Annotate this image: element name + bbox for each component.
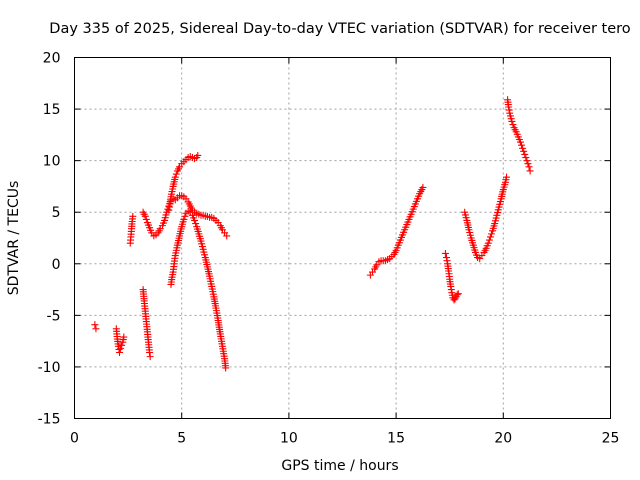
y-tick-label: -15 [38, 412, 61, 428]
data-point [526, 167, 534, 175]
data-point [485, 236, 493, 244]
data-point [141, 212, 149, 220]
data-point [171, 173, 179, 181]
data-point [91, 321, 99, 329]
y-tick-label: 0 [52, 257, 61, 273]
data-point [523, 157, 531, 165]
y-tick-label: 5 [52, 205, 61, 221]
data-point [521, 150, 529, 158]
data-point [120, 333, 128, 341]
grid-lines [74, 57, 611, 419]
y-axis-label: SDTVAR / TECUs [6, 181, 22, 296]
data-point [486, 233, 494, 241]
data-point [520, 147, 528, 155]
data-point [522, 154, 530, 162]
data-point [524, 160, 532, 168]
data-point [129, 212, 137, 220]
y-tick-label: 10 [43, 154, 61, 170]
data-point [116, 348, 124, 356]
data-point [117, 344, 125, 352]
y-tick-label: 15 [43, 102, 61, 118]
data-point [181, 212, 189, 220]
x-tick-label: 10 [280, 431, 298, 447]
data-point [194, 151, 202, 159]
data-point [146, 348, 154, 356]
data-point [142, 215, 150, 223]
x-tick-labels: 0 5 10 15 20 25 [70, 431, 619, 447]
y-tick-labels: -15 -10 -5 0 5 10 15 20 [38, 51, 61, 428]
y-tick-label: -5 [47, 308, 61, 324]
data-point [525, 163, 533, 171]
plot-frame [74, 57, 611, 419]
data-points [91, 96, 534, 372]
y-tick-label: 20 [43, 51, 61, 67]
x-axis-label: GPS time / hours [281, 458, 398, 474]
data-point [222, 364, 230, 372]
data-point [508, 117, 516, 125]
x-tick-label: 0 [70, 431, 79, 447]
x-tick-label: 25 [602, 431, 620, 447]
chart-title: Day 335 of 2025, Sidereal Day-to-day VTE… [49, 21, 631, 37]
data-point [118, 341, 126, 349]
x-tick-label: 20 [494, 431, 512, 447]
data-point [92, 325, 100, 333]
data-point [484, 239, 492, 247]
data-point [488, 230, 496, 238]
y-tick-label: -10 [38, 360, 61, 376]
data-point [441, 249, 449, 257]
data-point [191, 216, 199, 224]
data-point [518, 141, 526, 149]
data-point [146, 353, 154, 361]
data-point [519, 144, 527, 152]
x-tick-label: 15 [387, 431, 405, 447]
data-point [503, 173, 511, 181]
data-point [419, 183, 427, 191]
data-point [223, 232, 231, 240]
data-point [453, 291, 461, 299]
axis-ticks [74, 57, 611, 419]
x-tick-label: 5 [177, 431, 186, 447]
data-point [454, 290, 462, 298]
data-point [172, 170, 180, 178]
data-point [192, 220, 200, 228]
data-point [516, 138, 524, 146]
data-point [180, 215, 188, 223]
data-point [509, 121, 517, 129]
